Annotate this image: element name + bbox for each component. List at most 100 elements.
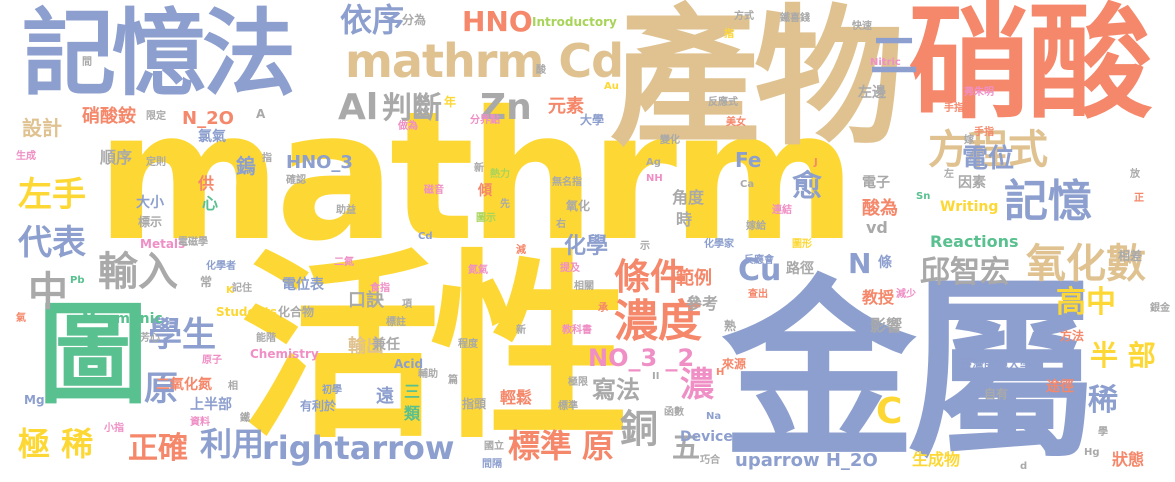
word-lei: 類	[404, 404, 421, 423]
word-nh: NH	[646, 173, 663, 184]
word-reactions: Reactions	[930, 232, 1019, 251]
word-na: Na	[706, 411, 722, 422]
word-zuowei: 做為	[398, 121, 418, 132]
word-laiyuan: 來源	[722, 357, 747, 371]
word-gaozhong: 高中	[1056, 285, 1116, 320]
word-hg: Hg	[1084, 447, 1100, 458]
word-j: J	[814, 157, 818, 168]
word-xiang: 項	[402, 299, 412, 310]
word-no32: NO_3 _2	[588, 344, 695, 372]
word-queren: 確認	[286, 175, 306, 186]
word-mathrm: mathrm	[96, 73, 857, 280]
word-shouzhitou: 手指頭	[944, 103, 974, 114]
word-biaozhu: 標註	[386, 317, 406, 328]
word-qi: 氣	[16, 313, 26, 324]
word-qing: 傾	[478, 183, 492, 199]
word-cheng: 承	[598, 303, 608, 314]
word-chachu: 查出	[748, 289, 768, 300]
word-shuru: 輸入	[98, 249, 178, 295]
word-dianweibiao: 電位表	[282, 277, 324, 293]
word-xiaosuanan: 硝酸銨	[82, 106, 136, 127]
word-jian: 間	[82, 57, 92, 68]
word-jiyi: 記憶	[1004, 176, 1092, 227]
word-banbu: 半 部	[1090, 339, 1156, 372]
word-jixian: 極限	[568, 377, 588, 388]
word-xin2: 新	[474, 163, 484, 174]
word-chuxue: 初學	[322, 385, 342, 396]
word-tong: 銅	[620, 407, 659, 451]
word-zheng: 正	[1134, 193, 1144, 204]
word-nong: 濃	[680, 365, 714, 405]
word-yuan1: 原	[144, 369, 178, 409]
word-ca: Ca	[740, 179, 755, 190]
word-qingsong: 輕鬆	[500, 388, 533, 407]
word-danqi: 氮氣	[468, 265, 488, 276]
word-biaozhun1: 標準	[508, 427, 573, 465]
word-fanyinghui: 反應會	[744, 255, 774, 266]
word-ziliao: 資料	[190, 417, 210, 428]
word-fenwei: 分為	[402, 13, 427, 27]
word-sheji: 設計	[22, 116, 62, 140]
word-hno3: HNO_3	[286, 152, 353, 173]
word-xianding: 限定	[146, 111, 166, 122]
word-tiji: 提及	[560, 263, 580, 274]
word-tushi: 圖示	[476, 213, 496, 224]
word-yanghuashu: 氧化數	[1026, 241, 1146, 287]
word-xiangguan: 相關	[574, 281, 594, 292]
word-nian: 年	[444, 95, 457, 109]
word-xue: 學	[1098, 427, 1108, 438]
word-chemistry: Chemistry	[250, 347, 319, 361]
word-dingze: 定則	[146, 157, 166, 168]
word-zuobian: 左邊	[858, 85, 886, 101]
word-daxiao: 大小	[136, 195, 164, 211]
word-lianjie: 連結	[772, 205, 792, 216]
word-al: Al	[338, 87, 379, 128]
word-qiaohe: 巧合	[700, 455, 720, 466]
word-jinshu: 金屬	[722, 259, 1100, 482]
word-jiaodu: 角度	[672, 188, 705, 207]
word-guoli: 國立	[484, 441, 504, 452]
word-mnemonic: Mnemonic	[82, 311, 163, 327]
word-lujing: 路徑	[786, 261, 814, 277]
word-fang: 放	[1130, 169, 1140, 180]
word-xi: 稀	[1088, 383, 1118, 418]
word-nongdu: 濃度	[614, 296, 702, 347]
word-youliyu: 有利於	[300, 399, 337, 413]
word-vd: vd	[866, 218, 888, 237]
word-k: K	[226, 285, 234, 296]
word-shu: 熟	[724, 319, 737, 333]
word-eryanghuadan: 二氧化氮	[156, 377, 212, 393]
word-fuzhuming: 弗朱明	[964, 87, 994, 98]
word-shouzhi: 手指	[974, 127, 994, 138]
word-fangxin: 芳心	[140, 333, 160, 344]
word-chang: 常	[200, 275, 213, 289]
word-jianren: 兼任	[372, 337, 400, 353]
word-mathrm-cd: mathrm Cd	[345, 34, 624, 88]
word-suanwei: 酸為	[862, 198, 898, 219]
word-cankao: 參考	[686, 294, 719, 313]
word-shuchu: 輸出	[348, 336, 384, 357]
word-rightarrow: rightarrow	[262, 429, 455, 467]
word-jia: 嫁	[964, 135, 974, 146]
word-device: Device	[680, 429, 733, 445]
word-gong: 供	[198, 174, 215, 193]
word-n: N	[848, 247, 872, 280]
word-jian2: 減	[516, 245, 526, 256]
word-fanyingshi: 反應式	[708, 97, 738, 108]
word-wu: 五	[672, 431, 701, 464]
word-yuansu: 元素	[548, 96, 584, 117]
word-yuan: 遠	[376, 386, 394, 407]
word-qiuzhihong: 邱智宏	[920, 255, 1010, 290]
word-jiaoshou: 教授	[862, 288, 895, 307]
word-tujing: 途徑	[1046, 379, 1074, 395]
word-xian: 先	[500, 199, 510, 210]
word-ziyou: 自有	[984, 387, 1009, 401]
word-fenjiedian: 分界點	[470, 115, 500, 126]
word-nengjie: 能階	[256, 333, 276, 344]
word-xin: 心	[202, 194, 219, 213]
word-xiaosuan: 硝酸	[908, 0, 1152, 136]
word-xuesheng: 學生	[148, 315, 216, 355]
word-jiyifa: 記憶法	[22, 0, 296, 109]
word-dianwei: 電位	[962, 144, 1015, 174]
word-suan: 酸	[536, 65, 546, 76]
